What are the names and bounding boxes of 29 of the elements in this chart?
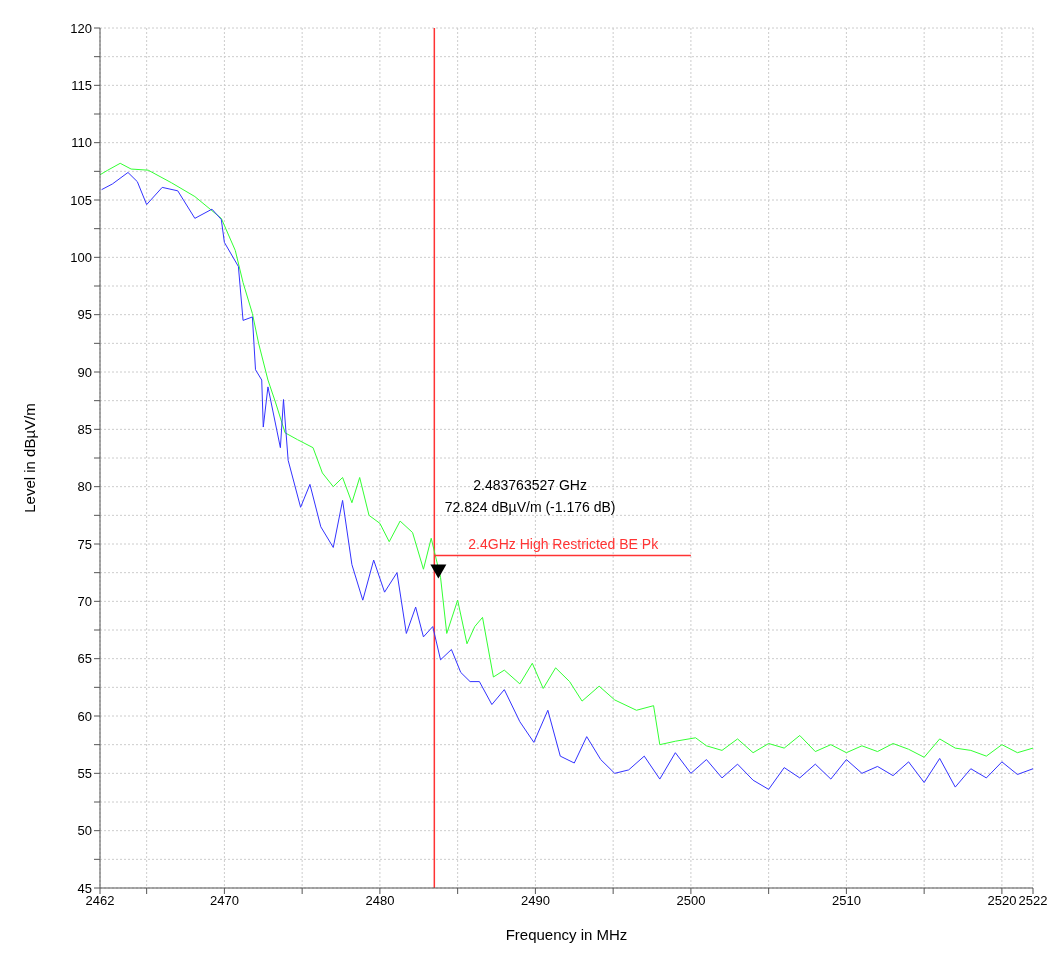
- annotation: 72.824 dBµV/m (-1.176 dB): [444, 499, 616, 516]
- y-tick-label: 65: [77, 651, 92, 667]
- x-tick-label: 2522: [1018, 893, 1048, 909]
- y-tick-label: 110: [71, 135, 92, 151]
- x-tick-label: 2490: [520, 893, 550, 909]
- x-axis-title: Frequency in MHz: [505, 926, 628, 943]
- annotation: 2.483763527 GHz: [473, 476, 587, 493]
- y-tick-label: 85: [77, 421, 92, 437]
- series-label: 2.4GHz High Restricted BE Pk: [468, 536, 660, 553]
- x-tick-label: 2462: [85, 893, 115, 909]
- x-tick-label: 2470: [209, 893, 239, 909]
- x-tick-label: 2500: [676, 893, 706, 909]
- x-tick-label: 2520: [987, 893, 1017, 909]
- y-tick-label: 80: [77, 479, 92, 495]
- y-axis-title: Level in dBµV/m: [21, 403, 39, 513]
- y-tick-label: 120: [70, 20, 92, 36]
- y-tick-label: 75: [77, 536, 92, 552]
- y-tick-label: 90: [77, 364, 92, 380]
- y-tick-label: 55: [77, 765, 92, 781]
- y-tick-label: 45: [77, 880, 92, 896]
- y-tick-label: 60: [77, 708, 92, 724]
- y-tick-label: 115: [71, 77, 92, 93]
- x-tick-label: 2480: [365, 893, 395, 909]
- y-tick-label: 100: [70, 249, 92, 265]
- y-tick-label: 50: [77, 823, 92, 839]
- y-tick-label: 105: [70, 192, 92, 208]
- y-tick-label: 70: [77, 593, 92, 609]
- x-tick-label: 2510: [831, 893, 861, 909]
- y-tick-label: 95: [77, 307, 92, 323]
